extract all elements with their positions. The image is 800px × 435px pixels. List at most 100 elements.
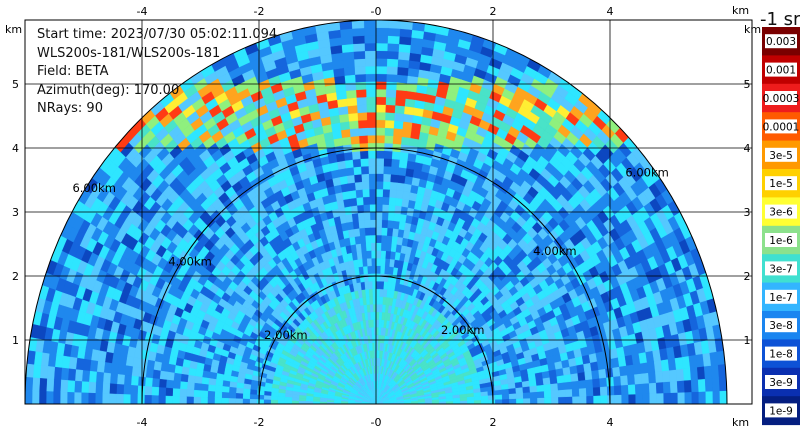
radar-cell [584, 370, 593, 381]
radar-cell [375, 250, 382, 259]
radar-cell [39, 365, 49, 380]
radar-cell [390, 166, 399, 176]
radar-cell [336, 98, 348, 108]
radar-cell [371, 257, 377, 266]
radar-cell [612, 366, 621, 377]
radar-cell [389, 173, 399, 183]
radar-cell [364, 227, 371, 236]
radar-cell [599, 386, 608, 396]
radar-cell [696, 366, 706, 380]
colorbar-label-box [765, 91, 797, 105]
radar-cell [355, 189, 364, 199]
colorbar-label-box [765, 289, 797, 304]
radar-cell [186, 396, 194, 404]
radar-cell [383, 165, 392, 175]
radar-cell [124, 365, 133, 377]
radar-cell [682, 367, 692, 381]
radar-cell [398, 36, 412, 46]
radar-cell [38, 390, 47, 404]
radar-cell [208, 378, 217, 386]
radar-cell [172, 388, 181, 397]
radar-cell [710, 364, 720, 379]
radar-cell [277, 399, 286, 404]
y-tick-label-right: 1 [744, 334, 751, 347]
radar-cell [372, 304, 377, 313]
radar-cell [353, 166, 362, 176]
radar-cell [378, 311, 383, 320]
radar-cell [391, 150, 401, 160]
radar-cell [180, 373, 189, 383]
radar-cell [379, 273, 385, 282]
radar-cell [543, 390, 552, 398]
radar-cell [375, 234, 382, 244]
radar-cell [81, 370, 91, 383]
radar-cell [375, 319, 379, 328]
radar-cell [242, 398, 250, 404]
radar-cell [627, 383, 636, 395]
radar-cell [291, 397, 300, 402]
radar-cell [67, 380, 76, 393]
radar-cell [639, 362, 649, 374]
radar-cell [348, 120, 359, 130]
radar-cell [558, 396, 566, 404]
radar-cell [378, 296, 384, 305]
radar-cell [591, 369, 600, 380]
y-tick-label-left: 3 [12, 206, 19, 219]
colorbar-label: 3e-9 [769, 377, 793, 389]
colorbar-label: 3e-5 [769, 150, 793, 162]
radar-cell [385, 89, 397, 98]
radar-cell [635, 393, 644, 404]
radar-cell [571, 380, 580, 390]
radar-cell [375, 50, 388, 59]
colorbar-unit-title: -1 sr [760, 9, 800, 30]
radar-cell [200, 390, 209, 398]
radar-cell [369, 196, 377, 205]
radar-cell [537, 397, 545, 404]
radar-cell [375, 88, 387, 98]
radar-cell [557, 389, 566, 398]
radar-cell [375, 273, 381, 282]
radar-cell [270, 399, 279, 404]
radar-cell [356, 96, 367, 106]
radar-cell [392, 135, 402, 145]
radar-cell [172, 380, 181, 390]
radar-cell [375, 196, 383, 205]
radar-cell [550, 389, 559, 398]
radar-cell [145, 368, 154, 379]
radar-cell [386, 73, 398, 83]
start-time-text: Start time: 2023/07/30 05:02:11.094 [37, 27, 278, 42]
radar-cell [375, 73, 387, 82]
y-tick-label-left: 1 [12, 334, 19, 347]
radar-cell [375, 288, 380, 297]
radar-cell [392, 127, 403, 137]
radar-cell [341, 51, 355, 61]
radar-cell [347, 112, 359, 122]
radar-cell [375, 211, 383, 221]
radar-cell [25, 390, 33, 404]
radar-cell [578, 387, 587, 397]
radar-cell [386, 50, 399, 60]
radar-cell [592, 386, 601, 396]
radar-cell [137, 385, 146, 396]
axis-unit-label: km [732, 4, 749, 17]
radar-cell [193, 396, 201, 404]
radar-cell [379, 265, 386, 275]
radar-cell [179, 388, 188, 398]
radar-cell [341, 136, 352, 146]
y-tick-label-right: 3 [744, 206, 751, 219]
radar-cell [361, 181, 370, 190]
radar-cell [384, 265, 390, 275]
radar-cell [375, 127, 386, 136]
radar-data-fan [25, 20, 728, 404]
radar-cell [399, 151, 409, 161]
colorbar-label: 0.0003 [763, 93, 800, 105]
radar-cell [366, 257, 372, 267]
radar-cell [364, 42, 377, 52]
radar-cell [116, 374, 125, 385]
radar-cell [351, 20, 365, 29]
radar-cell [344, 81, 357, 92]
radar-cell [109, 383, 118, 395]
radar-cell [607, 394, 615, 404]
radar-cell [536, 384, 545, 392]
radar-cell [712, 390, 721, 404]
